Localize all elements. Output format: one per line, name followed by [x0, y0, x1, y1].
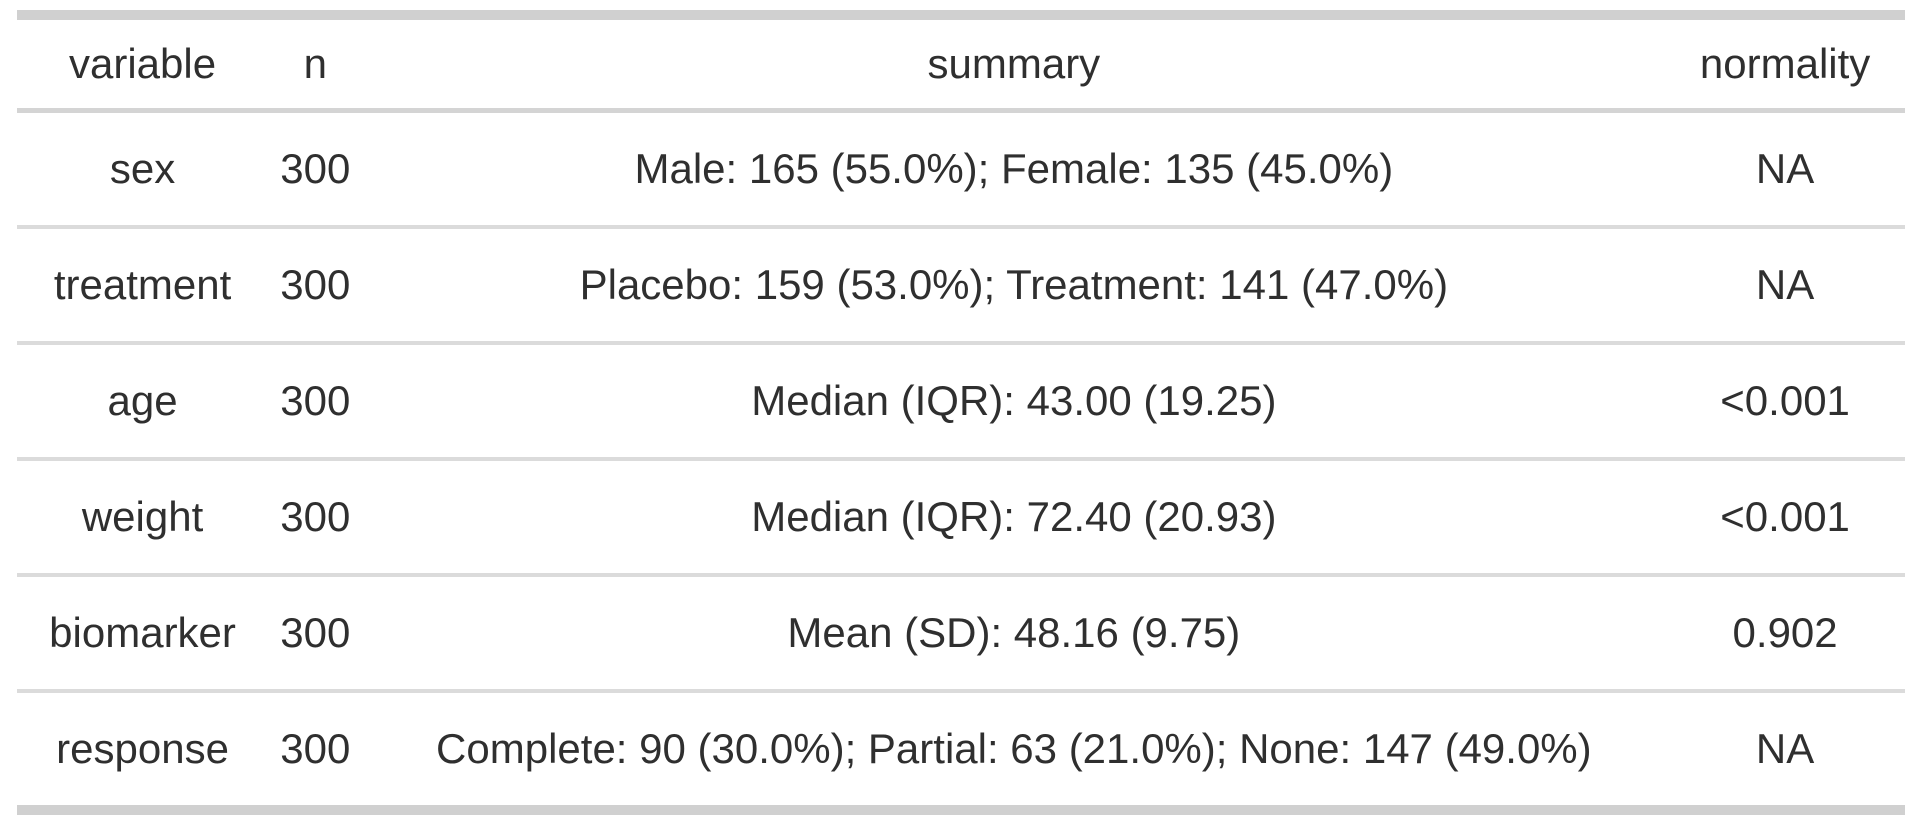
cell-n: 300	[268, 457, 363, 575]
cell-variable: treatment	[17, 225, 269, 343]
table-row: sex 300 Male: 165 (55.0%); Female: 135 (…	[17, 111, 1905, 228]
cell-variable: sex	[109, 145, 176, 192]
cell-normality: <0.001	[1665, 341, 1905, 459]
cell-summary: Complete: 90 (30.0%); Partial: 63 (21.0%…	[362, 689, 1666, 810]
cell-normality: NA	[1665, 689, 1905, 810]
table-row: weight 300 Median (IQR): 72.40 (20.93) <…	[17, 457, 1905, 575]
cell-normality: NA	[1665, 225, 1905, 343]
cell-summary: Male: 165 (55.0%); Female: 135 (45.0%)	[634, 145, 1394, 192]
cell-n: 300	[268, 573, 363, 691]
cell-n: 300	[280, 145, 351, 192]
cell-summary: Median (IQR): 43.00 (19.25)	[362, 341, 1666, 459]
cell-normality: <0.001	[1665, 457, 1905, 575]
cell-n: 300	[268, 689, 363, 810]
cell-summary: Mean (SD): 48.16 (9.75)	[362, 573, 1666, 691]
header-cell-summary: summary	[362, 15, 1666, 113]
summary-statistics-table: variable n summary normality sex 300 Mal…	[17, 10, 1905, 815]
cell-normality: NA	[1755, 145, 1815, 192]
header-cell-variable: variable	[17, 15, 269, 113]
cell-variable: response	[17, 689, 269, 810]
table-row: age 300 Median (IQR): 43.00 (19.25) <0.0…	[17, 341, 1905, 459]
header-row: variable n summary normality	[17, 15, 1905, 113]
cell-normality: 0.902	[1665, 573, 1905, 691]
cell-n: 300	[268, 225, 363, 343]
table-row: treatment 300 Placebo: 159 (53.0%); Trea…	[17, 225, 1905, 343]
header-cell-n: n	[268, 15, 363, 113]
table-header: variable n summary normality	[17, 15, 1905, 113]
cell-variable: age	[17, 341, 269, 459]
cell-variable: weight	[17, 457, 269, 575]
table-row: response 300 Complete: 90 (30.0%); Parti…	[17, 689, 1905, 810]
table-row: biomarker 300 Mean (SD): 48.16 (9.75) 0.…	[17, 573, 1905, 691]
header-cell-normality: normality	[1665, 15, 1905, 113]
table-body: sex 300 Male: 165 (55.0%); Female: 135 (…	[17, 111, 1905, 810]
cell-variable: biomarker	[17, 573, 269, 691]
cell-summary: Placebo: 159 (53.0%); Treatment: 141 (47…	[362, 225, 1666, 343]
cell-summary: Median (IQR): 72.40 (20.93)	[362, 457, 1666, 575]
cell-n: 300	[268, 341, 363, 459]
